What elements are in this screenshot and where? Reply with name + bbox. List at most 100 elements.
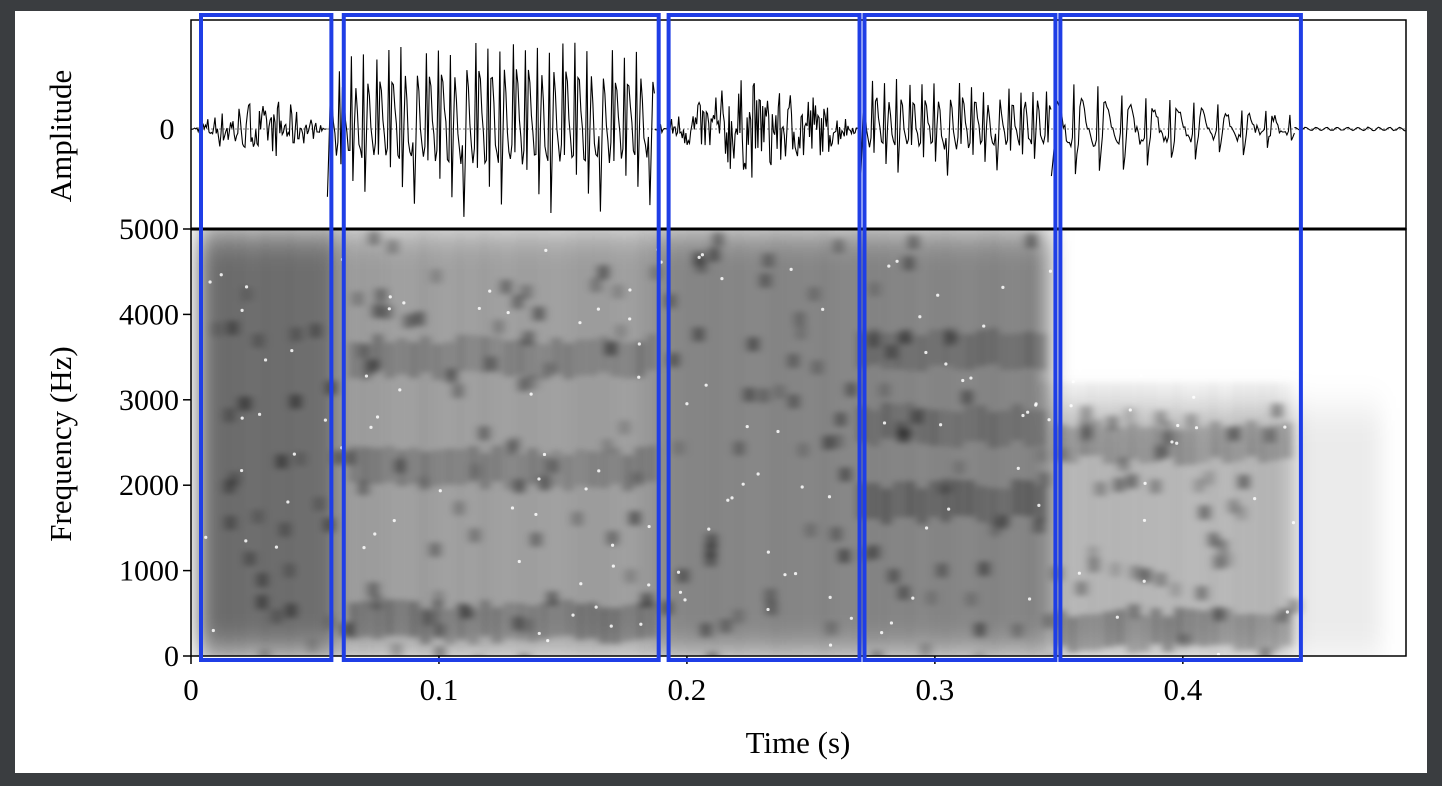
waveform-ylabel: Amplitude xyxy=(43,70,78,203)
speckle xyxy=(239,468,244,473)
formant-cell xyxy=(872,410,877,447)
noise-cell xyxy=(1215,555,1224,570)
noise-cell xyxy=(899,428,908,443)
noise-cell xyxy=(372,595,381,610)
noise-cell xyxy=(435,624,444,639)
noise-cell xyxy=(1204,471,1213,486)
formant-cell xyxy=(1027,410,1032,447)
noise-cell xyxy=(1082,405,1091,420)
noise-cell xyxy=(1171,582,1180,597)
noise-cell xyxy=(370,230,379,245)
noise-cell xyxy=(225,408,234,423)
noise-cell xyxy=(1111,562,1120,577)
noise-cell xyxy=(246,551,255,566)
speckle xyxy=(1170,440,1174,444)
noise-cell xyxy=(620,420,629,435)
speckle xyxy=(911,596,915,600)
striation xyxy=(1284,382,1288,656)
noise-cell xyxy=(607,341,616,356)
noise-cell xyxy=(1013,623,1022,638)
striation xyxy=(1090,382,1093,656)
noise-cell xyxy=(1096,481,1105,496)
speckle xyxy=(1208,269,1212,273)
noise-cell xyxy=(927,590,936,605)
speckle xyxy=(982,324,986,328)
speckle xyxy=(924,350,928,355)
noise-cell xyxy=(1038,448,1047,463)
speckle xyxy=(1026,410,1030,414)
noise-cell xyxy=(630,511,639,526)
speckle xyxy=(204,535,208,539)
noise-cell xyxy=(520,653,529,656)
speckle xyxy=(578,321,582,325)
striation xyxy=(422,229,425,656)
noise-cell xyxy=(1163,430,1172,445)
formant-cell xyxy=(1130,617,1135,654)
speckle xyxy=(1115,615,1119,619)
noise-cell xyxy=(431,542,440,557)
striation xyxy=(300,229,304,656)
formant-cell xyxy=(459,603,464,640)
speckle xyxy=(1141,344,1145,348)
formant-cell xyxy=(411,447,416,484)
speckle xyxy=(827,495,832,499)
noise-cell xyxy=(315,496,324,511)
noise-cell xyxy=(353,291,362,306)
noise-cell xyxy=(334,450,343,465)
striation xyxy=(385,229,389,656)
noise-cell xyxy=(764,253,773,268)
speckle xyxy=(579,582,583,586)
noise-cell xyxy=(1266,428,1275,443)
striation xyxy=(397,229,401,656)
speckle xyxy=(1194,426,1199,430)
noise-cell xyxy=(548,591,557,606)
formant-cell xyxy=(1094,419,1099,456)
formant-cell xyxy=(459,449,464,486)
formant-cell xyxy=(1027,480,1032,517)
noise-cell xyxy=(1237,506,1246,521)
formant-cell xyxy=(1165,616,1170,653)
speckle xyxy=(745,424,749,429)
noise-cell xyxy=(745,387,754,402)
striation xyxy=(1017,229,1020,656)
noise-cell xyxy=(734,609,743,624)
noise-cell xyxy=(480,426,489,441)
speckle xyxy=(676,570,681,574)
striation xyxy=(713,229,717,656)
speckle xyxy=(544,248,548,252)
noise-cell xyxy=(528,375,537,390)
noise-cell xyxy=(1141,568,1150,583)
striation xyxy=(616,229,619,656)
striation xyxy=(409,229,413,656)
speckle xyxy=(895,259,899,263)
noise-cell xyxy=(669,352,678,367)
noise-cell xyxy=(847,382,856,397)
noise-cell xyxy=(1125,407,1134,422)
striation xyxy=(1151,382,1154,656)
noise-cell xyxy=(373,304,382,319)
noise-cell xyxy=(513,294,522,309)
speckle xyxy=(1176,423,1180,428)
noise-cell xyxy=(474,655,483,656)
formant-cell xyxy=(423,451,428,488)
speckle xyxy=(1027,597,1032,601)
noise-cell xyxy=(749,337,758,352)
formant-cell xyxy=(387,446,392,483)
speckle xyxy=(611,564,615,568)
noise-cell xyxy=(242,396,251,411)
speckle xyxy=(924,526,929,530)
formant-cell xyxy=(625,605,630,642)
striation xyxy=(239,229,243,656)
speckle xyxy=(647,583,651,587)
noise-cell xyxy=(789,353,798,368)
speckle xyxy=(323,418,328,422)
speckle xyxy=(571,613,575,617)
waveform-segment xyxy=(191,101,327,157)
noise-cell xyxy=(721,619,730,634)
speckle xyxy=(537,477,541,481)
formant-cell xyxy=(1039,486,1044,523)
striation xyxy=(1138,382,1142,656)
noise-cell xyxy=(798,442,807,457)
formant-cell xyxy=(447,608,452,645)
noise-cell xyxy=(510,437,519,452)
